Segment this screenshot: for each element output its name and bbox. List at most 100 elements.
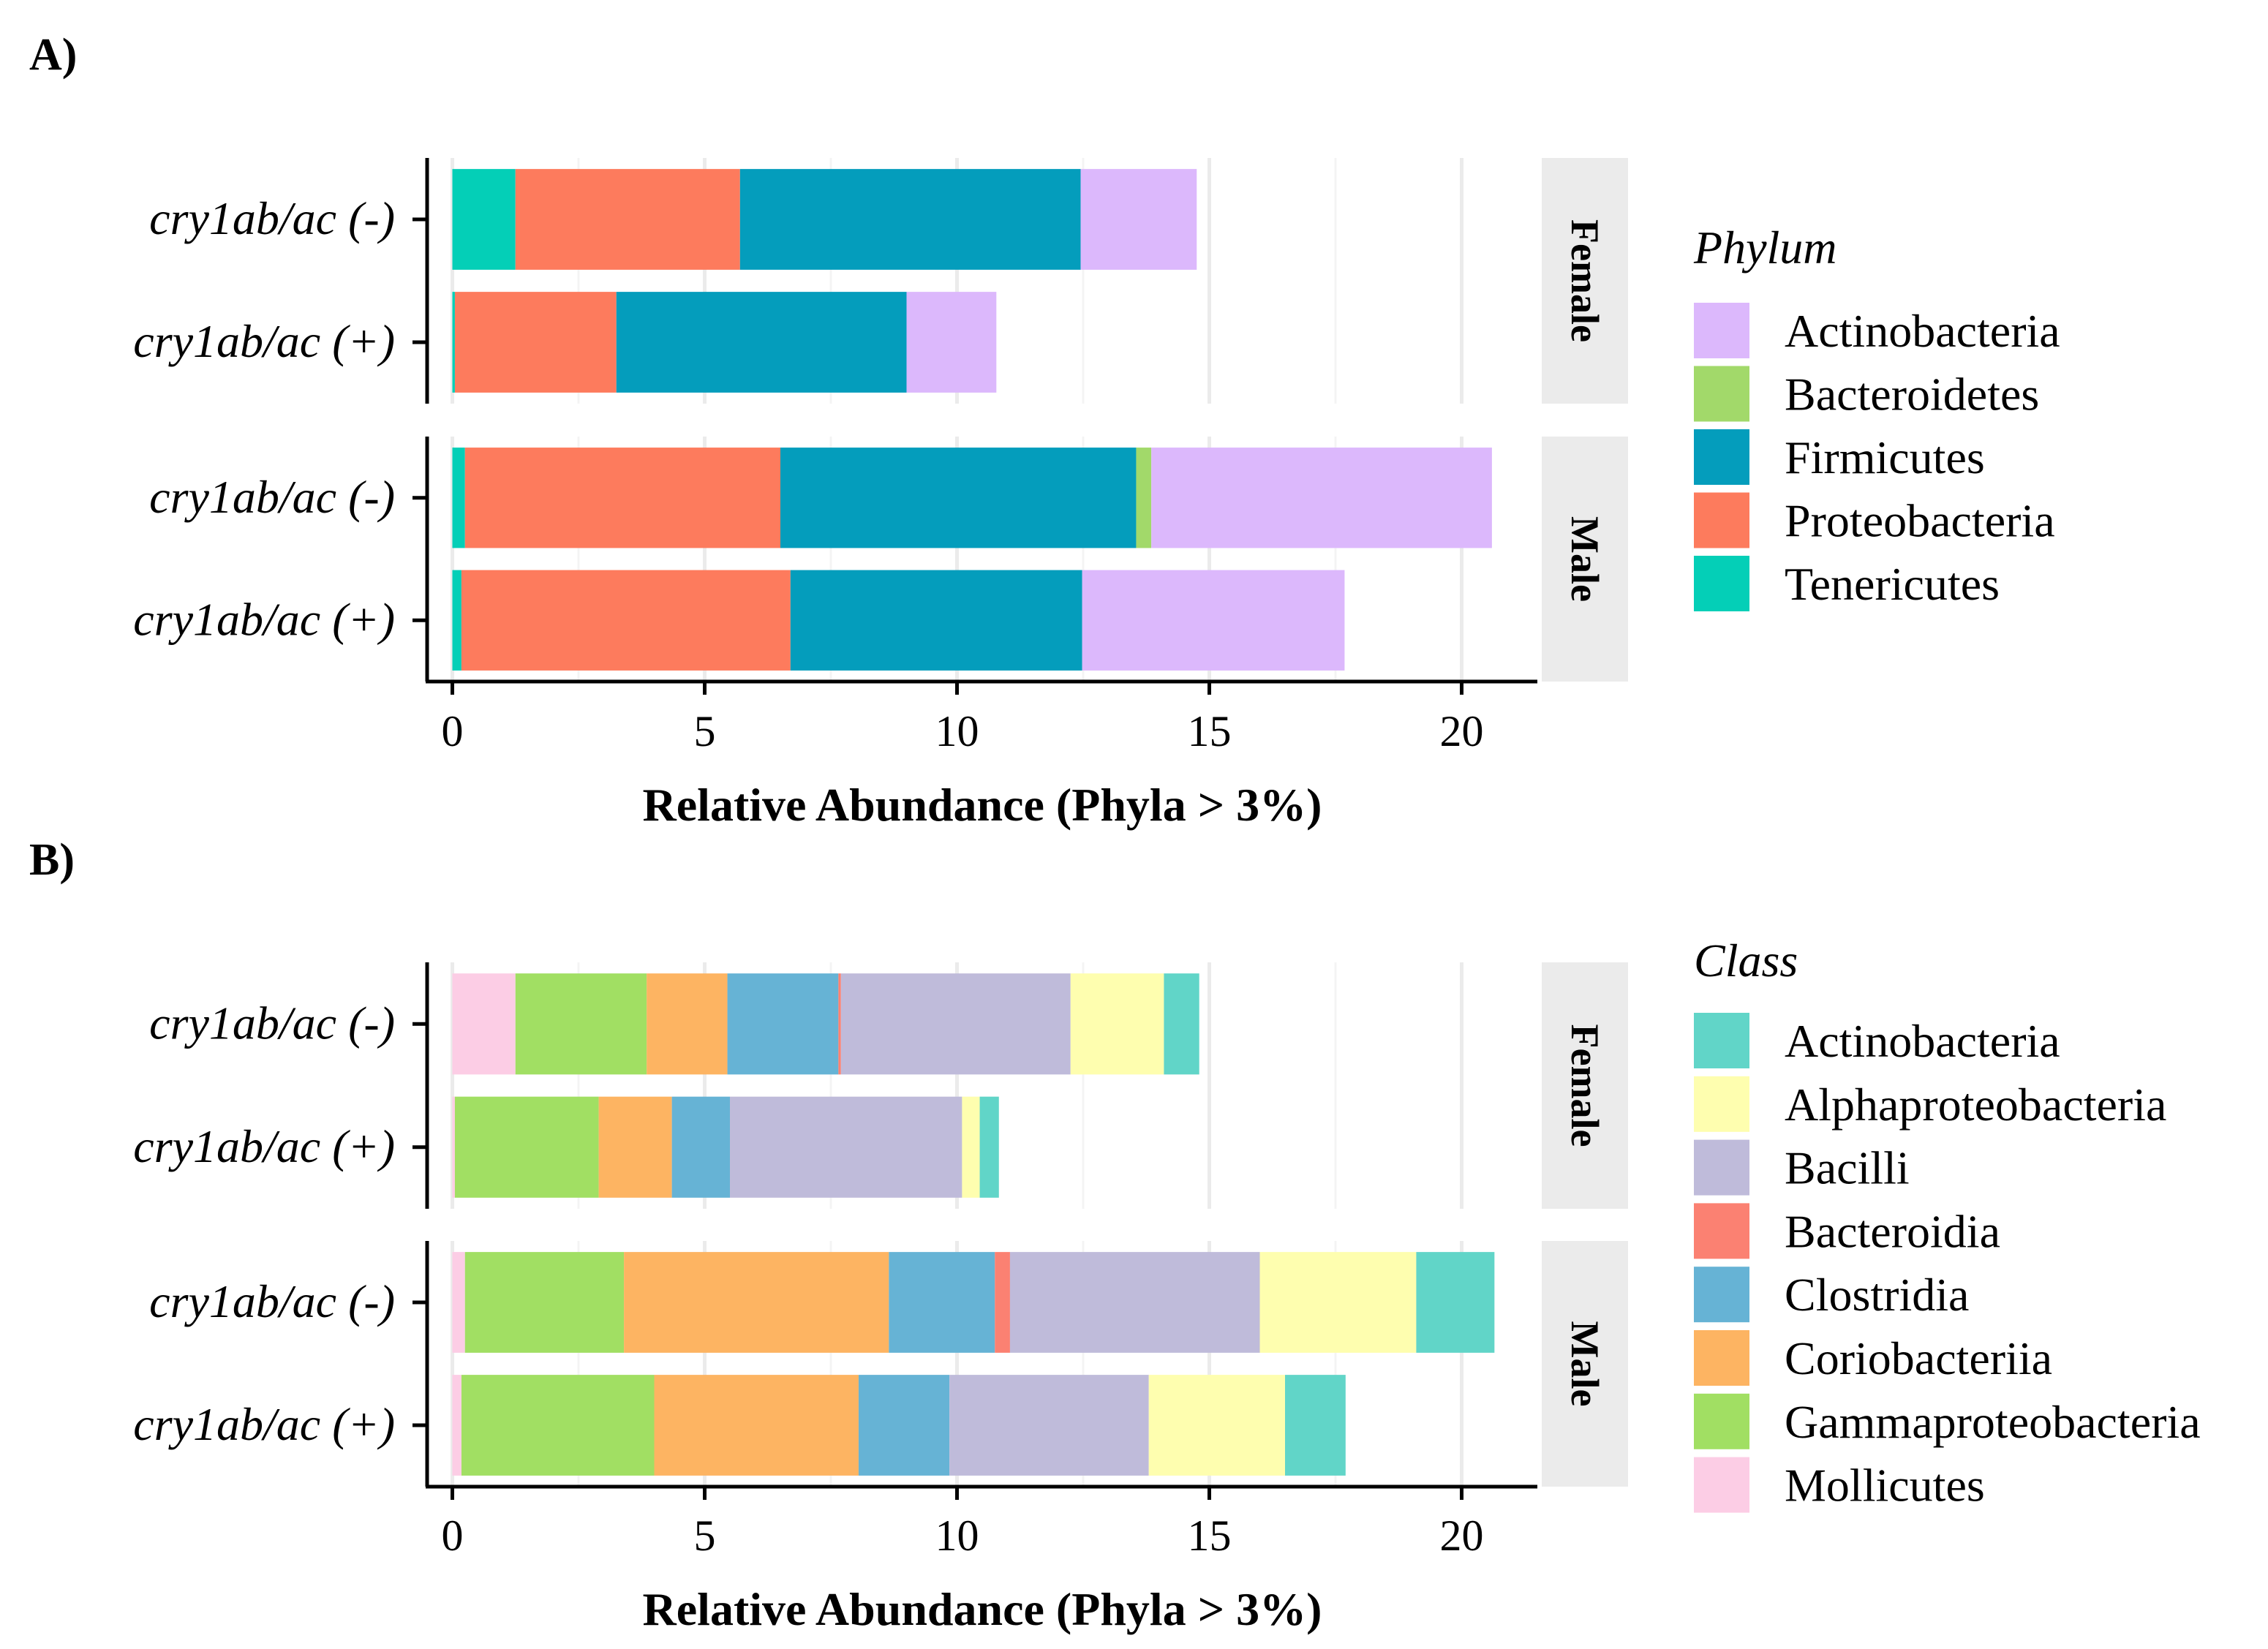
bar-segment-coriobacteriia (624, 1252, 889, 1353)
x-tick-label: 20 (1440, 1512, 1484, 1560)
bar-segment-actinobacteria (1080, 169, 1197, 270)
legend-title: Class (1694, 935, 1798, 986)
facet-strip-label: Female (1563, 1025, 1607, 1147)
y-tick-label: cry1ab/ac (+) (133, 315, 395, 367)
bar-segment-coriobacteriia (647, 973, 728, 1075)
legend-label-bacteroidia: Bacteroidia (1785, 1205, 2000, 1257)
bar-segment-gammaproteobacteria (461, 1375, 655, 1476)
x-tick-label: 5 (694, 1512, 716, 1560)
bar-segment-proteobacteria (454, 292, 617, 393)
legend-label-actinobacteria: Actinobacteria (1785, 1015, 2060, 1067)
bar-segment-firmicutes (780, 448, 1137, 548)
bar-segment-proteobacteria (515, 169, 740, 270)
bar-segment-coriobacteriia (654, 1375, 859, 1476)
bar-segment-bacilli (730, 1096, 962, 1198)
bar-segment-alphaproteobacteria (1148, 1375, 1285, 1476)
panel-a-facet-female: cry1ab/ac (-) cry1ab/ac (+) Female (133, 158, 1628, 404)
legend-swatch-mollicutes (1694, 1457, 1749, 1513)
x-tick-label: 5 (694, 707, 716, 755)
bar-segment-actinobacteria (1285, 1375, 1346, 1476)
bar-segment-actinobacteria (979, 1096, 999, 1198)
bar-segment-bacteroidia (995, 1252, 1010, 1353)
bar-segment-bacilli (840, 973, 1071, 1075)
x-tick-label: 15 (1188, 1512, 1232, 1560)
bar-segment-bacteroidetes (1136, 448, 1152, 548)
y-tick-label: cry1ab/ac (+) (133, 1398, 395, 1450)
bar-segment-clostridia (858, 1375, 950, 1476)
panel-b-legend: Class Actinobacteria Alphaproteobacteria Ba… (1694, 935, 2201, 1513)
facet-strip-label: Male (1563, 516, 1607, 602)
x-tick-label: 15 (1188, 707, 1232, 755)
facet-strip (1542, 158, 1628, 404)
facet-strip (1542, 962, 1628, 1209)
bar-segment-gammaproteobacteria (464, 1252, 625, 1353)
y-tick-label: cry1ab/ac (+) (133, 1120, 395, 1172)
legend-label-proteobacteria: Proteobacteria (1785, 495, 2055, 547)
legend-swatch-actinobacteria (1694, 303, 1749, 358)
bar-segment-firmicutes (616, 292, 907, 393)
bar-segment-mollicutes (452, 1252, 465, 1353)
legend-label-coriobacteriia: Coriobacteriia (1785, 1332, 2052, 1384)
x-tick-label: 10 (935, 1512, 979, 1560)
bar-segment-bacilli (1009, 1252, 1260, 1353)
bar-segment-actinobacteria (906, 292, 997, 393)
panel-a-legend: Phylum Actinobacteria Bacteroidetes Firmicu… (1693, 222, 2060, 611)
x-tick-label: 0 (442, 1512, 464, 1560)
bar-segment-actinobacteria (1416, 1252, 1495, 1353)
legend-label-mollicutes: Mollicutes (1785, 1460, 1985, 1512)
facet-strip (1542, 1241, 1628, 1487)
bar-segment-gammaproteobacteria (515, 973, 647, 1075)
bar-segment-firmicutes (790, 570, 1082, 671)
bar-segment-alphaproteobacteria (1259, 1252, 1417, 1353)
bar-segment-tenericutes (452, 169, 516, 270)
x-axis-title: Relative Abundance (Phyla > 3%) (643, 1583, 1322, 1635)
y-tick-label: cry1ab/ac (-) (149, 997, 395, 1049)
bar-segment-mollicutes (452, 1096, 455, 1198)
x-tick-label: 0 (442, 707, 464, 755)
facet-strip (1542, 437, 1628, 682)
bar-segment-clostridia (727, 973, 839, 1075)
bar-segment-tenericutes (452, 448, 465, 548)
legend-swatch-clostridia (1694, 1267, 1749, 1323)
legend-swatch-proteobacteria (1694, 492, 1749, 548)
bar-segment-actinobacteria (1082, 570, 1345, 671)
panel-b-label: B) (29, 835, 75, 885)
bar-segment-mollicutes (452, 1375, 461, 1476)
bar-segment-tenericutes (452, 292, 455, 393)
panel-a-label: A) (29, 30, 77, 80)
y-tick-label: cry1ab/ac (-) (149, 1275, 395, 1327)
facet-strip-label: Male (1563, 1321, 1607, 1407)
y-tick-label: cry1ab/ac (-) (149, 471, 395, 523)
x-tick-label: 20 (1440, 707, 1484, 755)
legend-label-tenericutes: Tenericutes (1785, 558, 2000, 610)
y-tick-label: cry1ab/ac (+) (133, 593, 395, 645)
bar-segment-gammaproteobacteria (454, 1096, 599, 1198)
legend-swatch-gammaproteobacteria (1694, 1393, 1749, 1449)
bar-segment-clostridia (671, 1096, 730, 1198)
legend-swatch-bacteroidetes (1694, 366, 1749, 422)
bar-segment-clostridia (889, 1252, 995, 1353)
facet-strip-label: Female (1563, 219, 1607, 342)
y-tick-label: cry1ab/ac (-) (149, 192, 395, 244)
legend-label-alphaproteobacteria: Alphaproteobacteria (1785, 1079, 2166, 1131)
legend-swatch-bacteroidia (1694, 1203, 1749, 1259)
x-axis-title: Relative Abundance (Phyla > 3%) (643, 779, 1322, 831)
bar-segment-bacilli (949, 1375, 1149, 1476)
bar-segment-mollicutes (452, 973, 516, 1075)
legend-label-gammaproteobacteria: Gammaproteobacteria (1785, 1396, 2201, 1448)
panel-b-facet-female: cry1ab/ac (-) cry1ab/ac (+) Female (133, 962, 1628, 1209)
legend-label-actinobacteria: Actinobacteria (1785, 305, 2060, 357)
panel-b-facet-male: cry1ab/ac (-) cry1ab/ac (+) Male (133, 1241, 1628, 1487)
legend-swatch-firmicutes (1694, 429, 1749, 485)
bar-segment-tenericutes (452, 570, 461, 671)
legend-swatch-alphaproteobacteria (1694, 1076, 1749, 1132)
legend-swatch-coriobacteriia (1694, 1330, 1749, 1386)
legend-swatch-bacilli (1694, 1139, 1749, 1196)
bar-segment-coriobacteriia (598, 1096, 672, 1198)
legend-swatch-tenericutes (1694, 556, 1749, 611)
panel-b: B)cry1ab/ac (-)cry1ab/ac (+) Femalecry1ab… (29, 835, 2201, 1635)
bar-segment-alphaproteobacteria (962, 1096, 980, 1198)
panel-a-facet-male: cry1ab/ac (-) cry1ab/ac (+) Male (133, 437, 1628, 682)
bar-segment-actinobacteria (1164, 973, 1199, 1075)
